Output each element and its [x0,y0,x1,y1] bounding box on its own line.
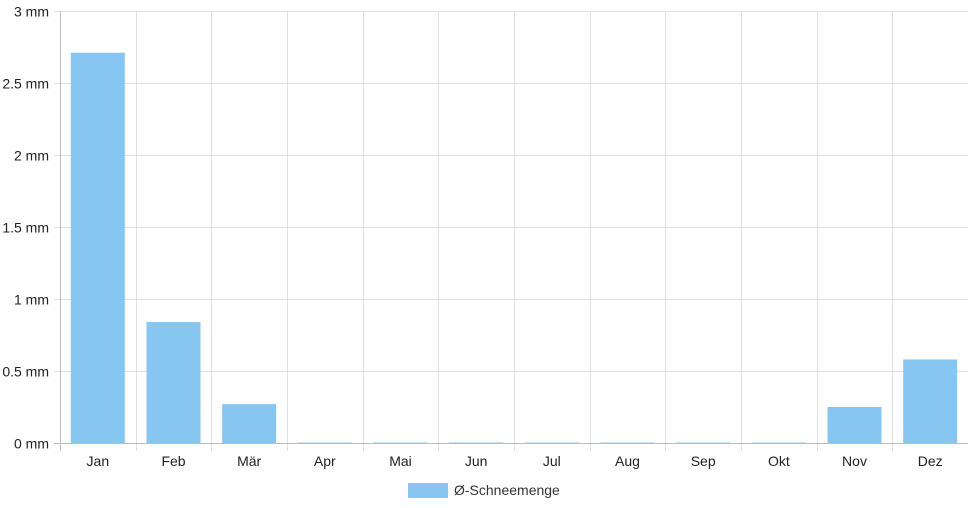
legend-label: Ø-Schneemenge [454,482,560,498]
bar-apr[interactable] [297,442,352,444]
x-tick-label-mär: Mär [237,453,261,469]
x-tick-label-jun: Jun [465,453,488,469]
y-tick-label: 3 mm [14,4,49,20]
x-tick-label-jan: Jan [87,453,110,469]
x-tick-label-nov: Nov [842,453,867,469]
bars [70,52,958,444]
x-tick-label-mai: Mai [389,453,412,469]
bar-nov[interactable] [827,407,882,443]
bar-mai[interactable] [373,442,428,444]
y-tick-label: 1 mm [14,292,49,308]
bar-aug[interactable] [600,442,655,444]
x-tick-label-aug: Aug [615,453,640,469]
x-tick-label-feb: Feb [161,453,185,469]
bar-dez[interactable] [903,359,958,443]
x-tick-labels: Jan Feb Mär Apr Mai Jun Jul Aug Sep Okt Nov Dez [87,453,943,469]
bar-okt[interactable] [751,442,806,444]
y-tick-labels: 0 mm 0.5 mm 1 mm 1.5 mm 2 mm 2.5 mm 3 mm [2,4,49,452]
x-tick-label-okt: Okt [768,453,790,469]
legend-swatch[interactable] [408,483,448,498]
y-tick-label: 0.5 mm [2,364,49,380]
bar-jul[interactable] [524,442,579,444]
bar-jun[interactable] [449,442,504,444]
y-tick-label: 0 mm [14,436,49,452]
bar-feb[interactable] [146,322,201,443]
y-tick-label: 2.5 mm [2,76,49,92]
bar-mär[interactable] [222,404,277,443]
bar-sep[interactable] [676,442,731,444]
y-tick-label: 1.5 mm [2,220,49,236]
x-tick-label-apr: Apr [314,453,336,469]
legend[interactable]: Ø-Schneemenge [408,482,560,498]
y-tick-label: 2 mm [14,148,49,164]
x-tick-label-sep: Sep [691,453,716,469]
bar-jan[interactable] [70,52,125,443]
x-tick-label-jul: Jul [543,453,561,469]
x-tick-label-dez: Dez [918,453,943,469]
grid-lines [54,11,968,451]
axes [54,11,968,451]
